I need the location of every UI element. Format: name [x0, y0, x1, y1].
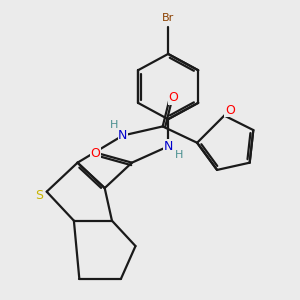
Text: O: O: [225, 103, 235, 117]
Text: O: O: [169, 91, 178, 104]
Text: O: O: [91, 147, 100, 160]
Text: N: N: [118, 129, 128, 142]
Text: H: H: [110, 120, 118, 130]
Text: H: H: [175, 150, 183, 161]
Text: S: S: [35, 189, 44, 202]
Text: Br: Br: [162, 13, 174, 23]
Text: N: N: [164, 140, 173, 153]
